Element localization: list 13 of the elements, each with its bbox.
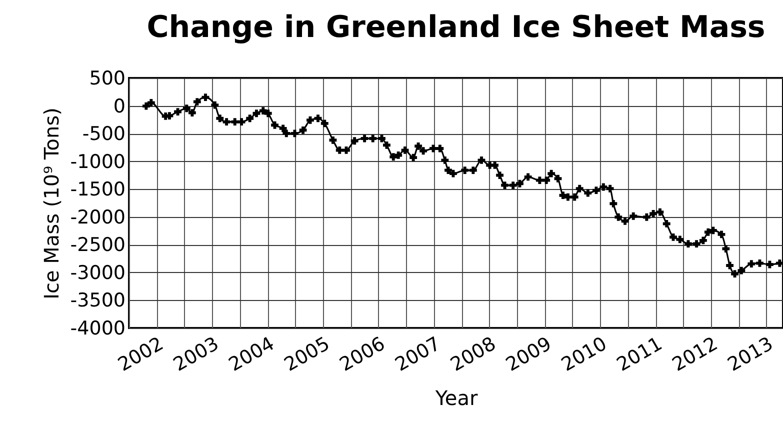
y-tick-label: 500 <box>89 68 126 90</box>
y-tick-label: -4000 <box>70 318 126 340</box>
chart-title: Change in Greenland Ice Sheet Mass <box>146 10 766 45</box>
y-tick-label: -3000 <box>70 262 126 284</box>
y-axis-title: Ice Mass (10⁹ Tons) <box>39 108 64 300</box>
y-tick-label: -2500 <box>70 234 126 256</box>
y-tick-label: -500 <box>82 123 126 146</box>
y-tick-label: -3500 <box>70 290 126 312</box>
y-tick-label: -2000 <box>70 206 126 228</box>
x-axis-title: Year <box>434 386 478 410</box>
y-tick-label: -1500 <box>70 178 126 201</box>
y-tick-label: 0 <box>113 95 126 118</box>
y-tick-label: -1000 <box>70 150 126 173</box>
